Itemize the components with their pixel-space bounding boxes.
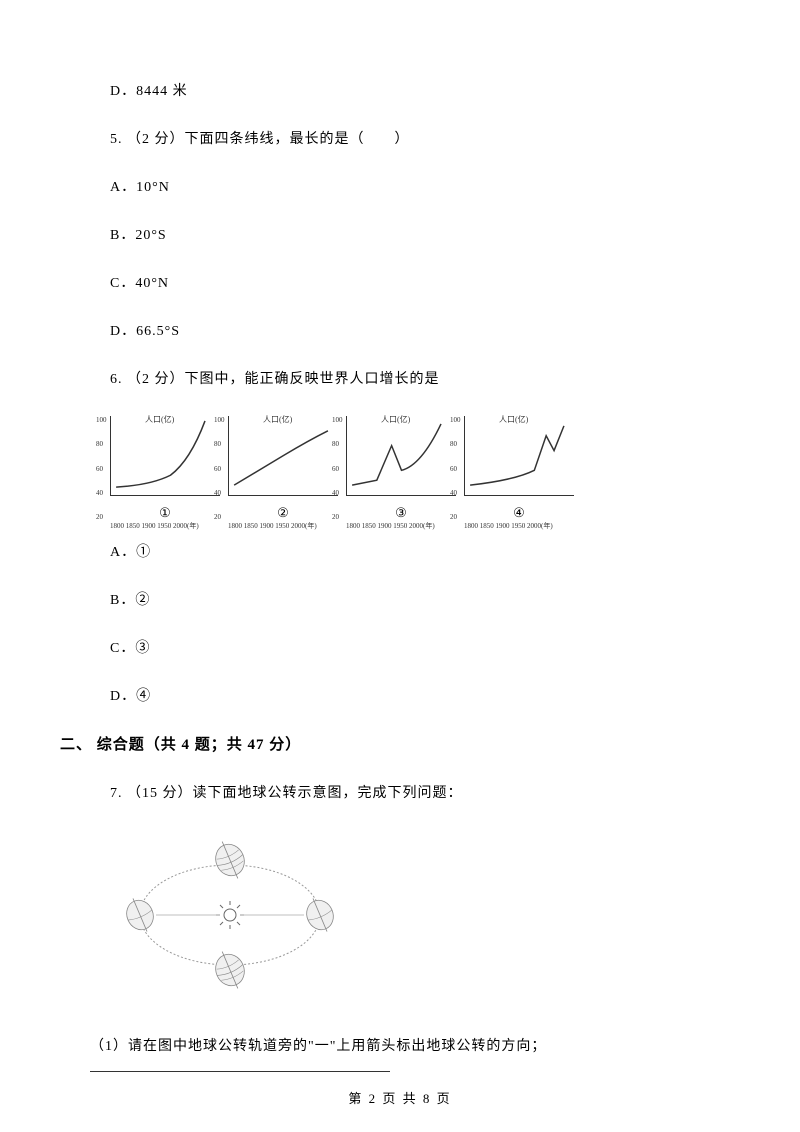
chart-1-yticks: 100 80 60 40 20 (96, 416, 107, 521)
q7-stem: 7. （15 分）读下面地球公转示意图，完成下列问题： (110, 782, 700, 802)
chart-4-label: ④ (464, 505, 574, 521)
page-footer: 第 2 页 共 8 页 (0, 1088, 800, 1107)
chart-2: 人口(亿) 100 80 60 40 20 1800 1850 1900 195… (228, 416, 338, 521)
chart-3-xlabel: 1800 1850 1900 1950 2000(年) (346, 521, 435, 531)
chart-4: 人口(亿) 100 80 60 40 20 1800 1850 1900 195… (464, 416, 574, 521)
chart-1-svg (110, 416, 220, 496)
chart-3-svg (346, 416, 456, 496)
q5-option-c: C．40°N (110, 272, 700, 292)
chart-3-yticks: 100 80 60 40 20 (332, 416, 343, 521)
chart-2-svg (228, 416, 338, 496)
chart-2-xlabel: 1800 1850 1900 1950 2000(年) (228, 521, 317, 531)
q5-option-a: A．10°N (110, 176, 700, 196)
chart-1-xlabel: 1800 1850 1900 1950 2000(年) (110, 521, 199, 531)
chart-4-yticks: 100 80 60 40 20 (450, 416, 461, 521)
answer-blank[interactable] (90, 1055, 390, 1072)
chart-2-label: ② (228, 505, 338, 521)
q4-option-d: D．8444 米 (110, 80, 700, 100)
chart-3: 人口(亿) 100 80 60 40 20 1800 1850 1900 195… (346, 416, 456, 521)
q5-option-d: D．66.5°S (110, 320, 700, 340)
chart-2-yticks: 100 80 60 40 20 (214, 416, 225, 521)
chart-4-xlabel: 1800 1850 1900 1950 2000(年) (464, 521, 553, 531)
chart-1-label: ① (110, 505, 220, 521)
q6-charts: 人口(亿) 100 80 60 40 20 1800 1850 1900 195… (110, 416, 700, 521)
q6-option-c: C．③ (110, 637, 700, 657)
q6-option-d: D．④ (110, 685, 700, 705)
chart-3-label: ③ (346, 505, 456, 521)
chart-4-svg (464, 416, 574, 496)
revolution-svg (120, 830, 340, 1000)
section-2-title: 二、 综合题（共 4 题；共 47 分） (60, 733, 700, 754)
q5-option-b: B．20°S (110, 224, 700, 244)
q7-diagram (110, 830, 700, 1005)
q6-option-b: B．② (110, 589, 700, 609)
q5-stem: 5. （2 分）下面四条纬线，最长的是（ ） (110, 128, 700, 148)
q7-sub1: （1）请在图中地球公转轨道旁的"一"上用箭头标出地球公转的方向； (90, 1035, 700, 1077)
q6-stem: 6. （2 分）下图中，能正确反映世界人口增长的是 (110, 368, 700, 388)
q6-option-a: A．① (110, 541, 700, 561)
chart-1: 人口(亿) 100 80 60 40 20 1800 1850 1900 195… (110, 416, 220, 521)
